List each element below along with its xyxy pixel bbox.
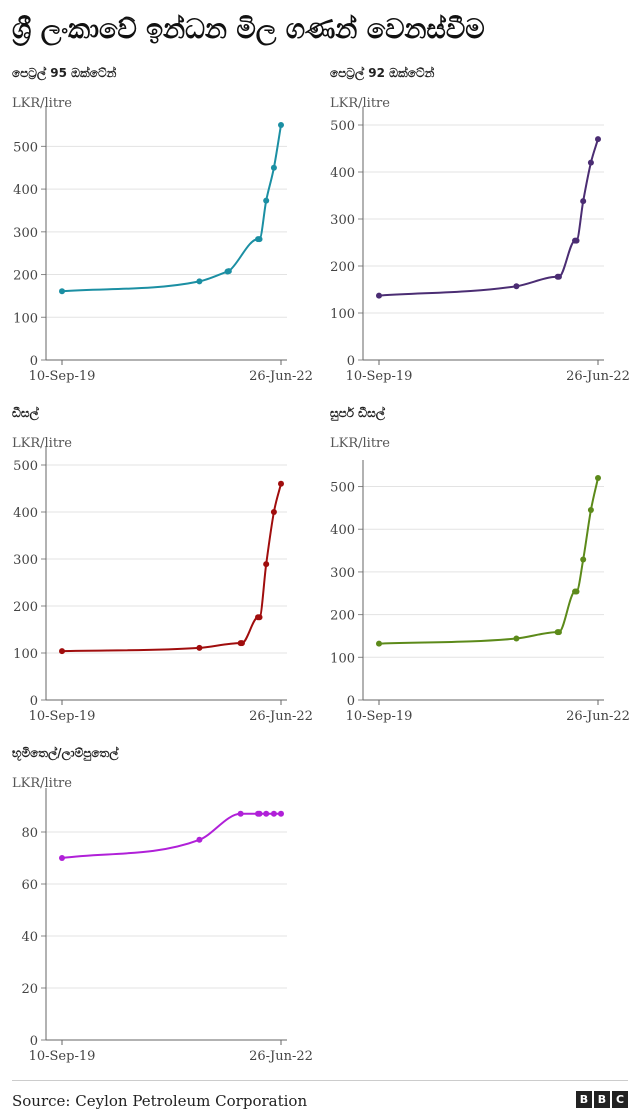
data-point xyxy=(225,268,232,275)
x-tick-label: 10-Sep-19 xyxy=(346,369,413,384)
data-point xyxy=(270,509,277,515)
data-point xyxy=(263,197,270,204)
x-tick-label: 26-Jun-22 xyxy=(249,369,313,384)
y-tick-label: 0 xyxy=(30,354,38,369)
y-tick-label: 500 xyxy=(330,481,355,496)
data-point xyxy=(278,480,284,487)
y-tick-label: 20 xyxy=(21,982,38,997)
bbc-logo-letter: B xyxy=(576,1091,592,1108)
data-point xyxy=(587,159,594,166)
y-tick-label: 100 xyxy=(330,651,355,666)
y-tick-label: 80 xyxy=(21,826,38,841)
data-point xyxy=(555,629,562,636)
y-tick-label: 100 xyxy=(13,311,38,326)
data-point xyxy=(587,507,594,514)
data-point xyxy=(580,198,587,205)
page-title: ශ්‍රී ලංකාවේ ඉන්ධන මිල ගණන් වෙනස්වීම xyxy=(12,14,485,45)
chart-title-kerosene: භූමිතෙල්/ලාම්පුතෙල් xyxy=(12,746,119,760)
data-point xyxy=(278,810,284,817)
data-point xyxy=(513,283,520,290)
data-point xyxy=(196,644,203,651)
chart-title-super-diesel: සුපර් ඩීසල් xyxy=(330,406,385,420)
data-point xyxy=(256,614,263,621)
chart-title-petrol-92: පෙට්‍රල් 92 ඔක්ටේන් xyxy=(330,66,435,80)
y-tick-label: 200 xyxy=(13,600,38,615)
data-point xyxy=(270,810,277,817)
data-point xyxy=(59,288,65,295)
y-tick-label: 300 xyxy=(13,226,38,241)
x-tick-label: 26-Jun-22 xyxy=(566,709,630,724)
footer-divider xyxy=(12,1080,628,1081)
y-tick-label: 300 xyxy=(330,566,355,581)
y-tick-label: 0 xyxy=(347,694,355,709)
data-point xyxy=(263,810,270,817)
x-tick-label: 10-Sep-19 xyxy=(29,369,96,384)
data-point xyxy=(573,237,580,244)
x-tick-label: 26-Jun-22 xyxy=(249,1049,313,1064)
data-point xyxy=(513,635,520,642)
data-point xyxy=(237,810,244,817)
bbc-logo-letter: B xyxy=(594,1091,610,1108)
y-tick-label: 200 xyxy=(330,260,355,275)
data-point xyxy=(595,136,601,143)
x-tick-label: 10-Sep-19 xyxy=(29,1049,96,1064)
bbc-logo-letter: C xyxy=(612,1091,628,1108)
data-point xyxy=(59,855,65,861)
data-point xyxy=(573,588,580,595)
y-tick-label: 500 xyxy=(13,459,38,474)
data-point xyxy=(595,475,601,481)
data-point xyxy=(238,640,245,647)
data-point xyxy=(555,273,562,280)
chart-unit-super-diesel: LKR/litre xyxy=(330,436,390,451)
bbc-logo: B B C xyxy=(576,1091,628,1108)
y-tick-label: 200 xyxy=(330,609,355,624)
y-tick-label: 100 xyxy=(13,647,38,662)
y-tick-label: 200 xyxy=(13,269,38,284)
data-point xyxy=(376,292,382,299)
chart-unit-petrol-92: LKR/litre xyxy=(330,96,390,111)
y-tick-label: 0 xyxy=(30,694,38,709)
chart-unit-kerosene: LKR/litre xyxy=(12,776,72,791)
x-tick-label: 26-Jun-22 xyxy=(566,369,630,384)
data-point xyxy=(263,561,270,568)
data-point xyxy=(196,278,203,285)
chart-title-petrol-95: පෙට්‍රල් 95 ඔක්ටේන් xyxy=(12,66,117,80)
y-tick-label: 100 xyxy=(330,307,355,322)
y-tick-label: 300 xyxy=(13,553,38,568)
data-point xyxy=(278,122,284,128)
y-tick-label: 400 xyxy=(330,523,355,538)
series-line xyxy=(61,812,281,859)
data-point xyxy=(270,164,277,171)
data-point xyxy=(196,836,203,843)
y-tick-label: 300 xyxy=(330,213,355,228)
data-point xyxy=(256,810,263,817)
source-note: Source: Ceylon Petroleum Corporation xyxy=(12,1092,308,1110)
x-tick-label: 10-Sep-19 xyxy=(29,709,96,724)
y-tick-label: 0 xyxy=(30,1034,38,1049)
y-tick-label: 60 xyxy=(21,878,38,893)
chart-title-diesel: ඩීසල් xyxy=(12,406,39,420)
y-tick-label: 500 xyxy=(13,140,38,155)
x-tick-label: 10-Sep-19 xyxy=(346,709,413,724)
y-tick-label: 0 xyxy=(347,354,355,369)
y-tick-label: 400 xyxy=(13,506,38,521)
y-tick-label: 40 xyxy=(21,930,38,945)
data-point xyxy=(59,648,65,655)
chart-unit-diesel: LKR/litre xyxy=(12,436,72,451)
chart-unit-petrol-95: LKR/litre xyxy=(12,96,72,111)
data-point xyxy=(256,236,263,243)
y-tick-label: 400 xyxy=(330,166,355,181)
y-tick-label: 500 xyxy=(330,119,355,134)
y-tick-label: 400 xyxy=(13,183,38,198)
data-point xyxy=(580,556,587,563)
x-tick-label: 26-Jun-22 xyxy=(249,709,313,724)
data-point xyxy=(376,640,382,647)
